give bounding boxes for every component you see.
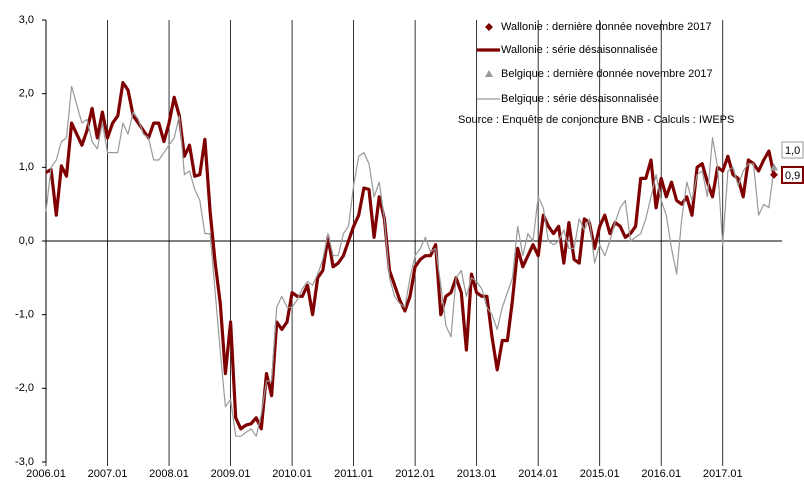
y-tick-label: -3,0 bbox=[15, 456, 34, 468]
legend-marker bbox=[485, 70, 493, 77]
value-label-box bbox=[781, 166, 804, 184]
x-tick-label: 2006.01 bbox=[26, 468, 66, 480]
last-point bbox=[770, 170, 778, 179]
x-tick-label: 2010.01 bbox=[272, 468, 312, 480]
value-label: 0,9 bbox=[785, 170, 800, 182]
legend-label: Belgique : dernière donnée novembre 2017 bbox=[501, 68, 713, 80]
x-tick-label: 2011.01 bbox=[334, 468, 373, 480]
legend-label: Wallonie : dernière donnée novembre 2017 bbox=[501, 21, 712, 33]
legend-label: Belgique : série désaisonnalisée bbox=[501, 93, 659, 105]
legend-label: Wallonie : série désaisonnalisée bbox=[501, 44, 658, 56]
value-label-box bbox=[781, 141, 804, 159]
x-tick-label: 2008.01 bbox=[149, 468, 189, 480]
x-tick-label: 2012.01 bbox=[395, 468, 435, 480]
y-tick-label: -2,0 bbox=[15, 382, 34, 394]
x-tick-label: 2017.01 bbox=[703, 468, 743, 480]
value-label: 1,0 bbox=[785, 145, 800, 157]
last-point bbox=[770, 163, 778, 171]
series-line bbox=[45, 80, 776, 431]
y-tick-label: -1,0 bbox=[15, 309, 34, 321]
legend-marker bbox=[485, 23, 493, 31]
x-tick-label: 2015.01 bbox=[580, 468, 620, 480]
x-tick-label: 2014.01 bbox=[518, 468, 558, 480]
source: Source : Enquête de conjoncture BNB - Ca… bbox=[458, 114, 734, 126]
x-tick-label: 2007.01 bbox=[88, 468, 128, 480]
y-tick-label: 1,0 bbox=[19, 161, 34, 173]
y-tick-label: 0,0 bbox=[19, 235, 34, 247]
y-tick-label: 3,0 bbox=[19, 14, 34, 26]
y-tick-label: 2,0 bbox=[19, 88, 34, 100]
series-line bbox=[45, 85, 775, 437]
x-tick-label: 2016.01 bbox=[641, 468, 681, 480]
x-tick-label: 2013.01 bbox=[457, 468, 497, 480]
x-tick-label: 2009.01 bbox=[211, 468, 251, 480]
